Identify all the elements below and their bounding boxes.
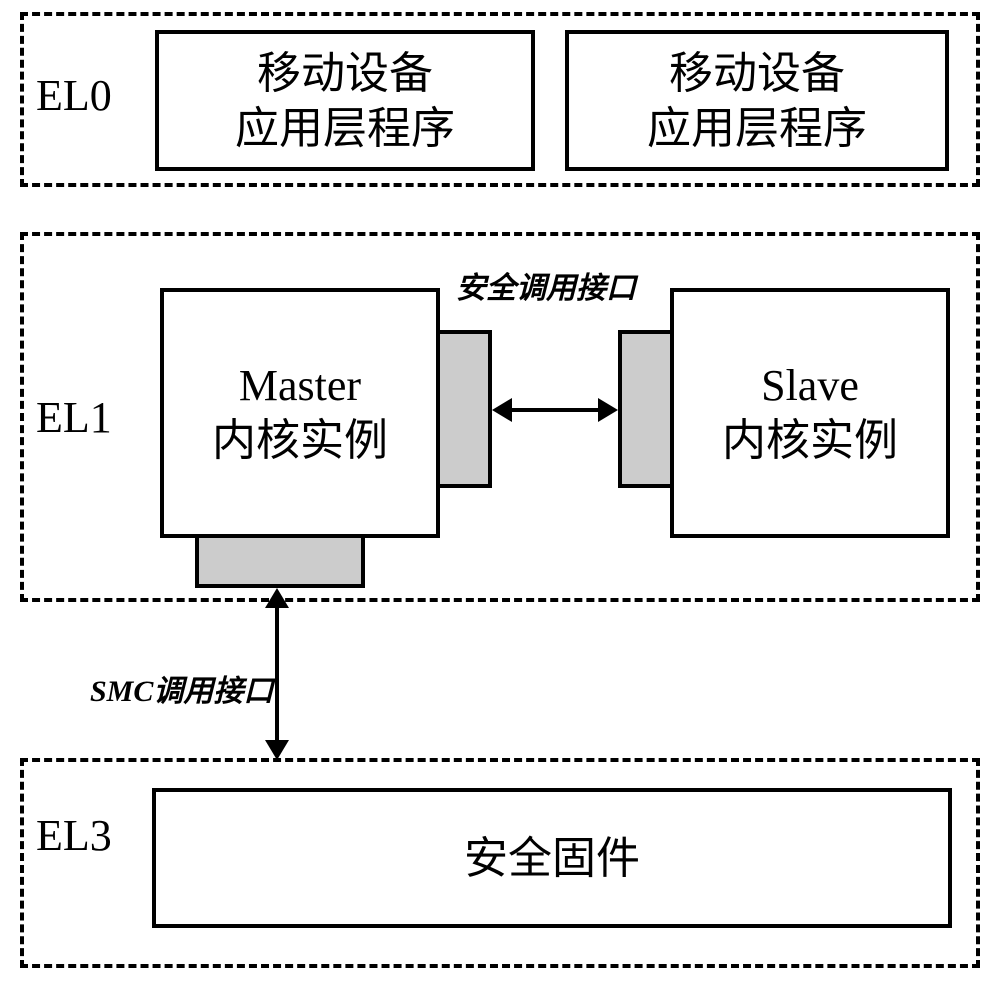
master-line1: Master xyxy=(239,358,361,413)
el0-app-box-2: 移动设备 应用层程序 xyxy=(565,30,949,171)
firmware-text: 安全固件 xyxy=(464,831,640,886)
el0-app-1-line1: 移动设备 xyxy=(257,46,433,101)
secure-call-label: 安全调用接口 xyxy=(456,263,636,307)
horiz-arrow-line xyxy=(508,408,602,412)
master-box: Master 内核实例 xyxy=(160,288,440,538)
el0-app-1-line2: 应用层程序 xyxy=(235,101,455,156)
slave-line1: Slave xyxy=(761,358,859,413)
horiz-arrow-right xyxy=(598,398,618,422)
vert-arrow-down xyxy=(265,740,289,760)
el0-app-box-1: 移动设备 应用层程序 xyxy=(155,30,535,171)
el0-app-2-line1: 移动设备 xyxy=(669,46,845,101)
vert-arrow-line xyxy=(275,604,279,744)
smc-call-label: SMC调用接口 xyxy=(90,666,273,710)
master-line2: 内核实例 xyxy=(212,413,388,468)
el3-label: EL3 xyxy=(36,810,112,861)
gray-master-right xyxy=(436,330,492,488)
el0-label: EL0 xyxy=(36,70,112,121)
gray-master-bottom xyxy=(195,534,365,588)
vert-arrow-up xyxy=(265,588,289,608)
slave-line2: 内核实例 xyxy=(722,413,898,468)
el0-app-2-line2: 应用层程序 xyxy=(647,101,867,156)
firmware-box: 安全固件 xyxy=(152,788,952,928)
horiz-arrow-left xyxy=(492,398,512,422)
slave-box: Slave 内核实例 xyxy=(670,288,950,538)
gray-slave-left xyxy=(618,330,674,488)
el1-label: EL1 xyxy=(36,392,112,443)
